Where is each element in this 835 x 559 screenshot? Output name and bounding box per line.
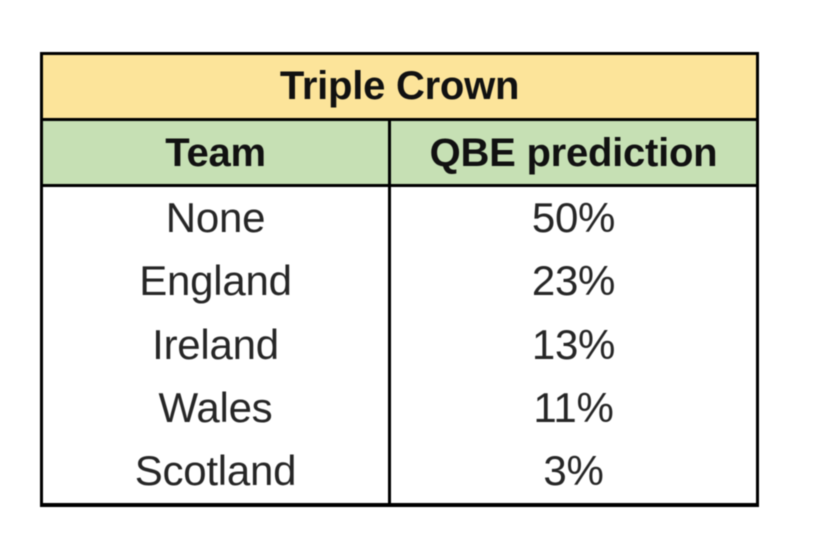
team-cell: None: [43, 186, 391, 250]
prediction-cell: 11%: [391, 376, 756, 439]
table-row: Scotland 3%: [43, 439, 756, 503]
table-row: Wales 11%: [43, 376, 756, 440]
table-row: Ireland 13%: [43, 313, 756, 377]
column-header-team: Team: [43, 121, 391, 184]
table-row: England 23%: [43, 249, 756, 314]
prediction-cell: 3%: [391, 440, 756, 503]
table-body: None 50% England 23% Ireland 13% Wales 11% Scotl…: [43, 186, 756, 503]
table-title: Triple Crown: [279, 64, 520, 108]
team-value: Ireland: [152, 320, 279, 368]
prediction-cell: 50%: [391, 187, 756, 250]
prediction-value: 13%: [531, 320, 616, 368]
prediction-value: 3%: [543, 447, 604, 495]
team-value: Wales: [158, 384, 273, 432]
prediction-value: 50%: [531, 194, 616, 242]
prediction-value: 11%: [533, 384, 614, 432]
team-value: None: [165, 194, 266, 242]
column-header-team-label: Team: [165, 131, 266, 176]
team-cell: Ireland: [43, 313, 391, 377]
column-header-prediction: QBE prediction: [391, 121, 756, 184]
prediction-value: 23%: [531, 257, 616, 305]
table-row: None 50%: [43, 186, 756, 250]
team-cell: Wales: [43, 376, 391, 440]
team-cell: Scotland: [43, 439, 391, 503]
column-header-prediction-label: QBE prediction: [429, 131, 718, 176]
prediction-cell: 23%: [391, 250, 756, 313]
table-header-row: Team QBE prediction: [43, 121, 756, 187]
prediction-cell: 13%: [391, 313, 756, 376]
team-cell: England: [43, 249, 391, 314]
table-title-row: Triple Crown: [43, 55, 756, 121]
team-value: Scotland: [134, 447, 297, 495]
team-value: England: [139, 257, 292, 305]
prediction-table: Triple Crown Team QBE prediction None 50%…: [40, 52, 759, 507]
